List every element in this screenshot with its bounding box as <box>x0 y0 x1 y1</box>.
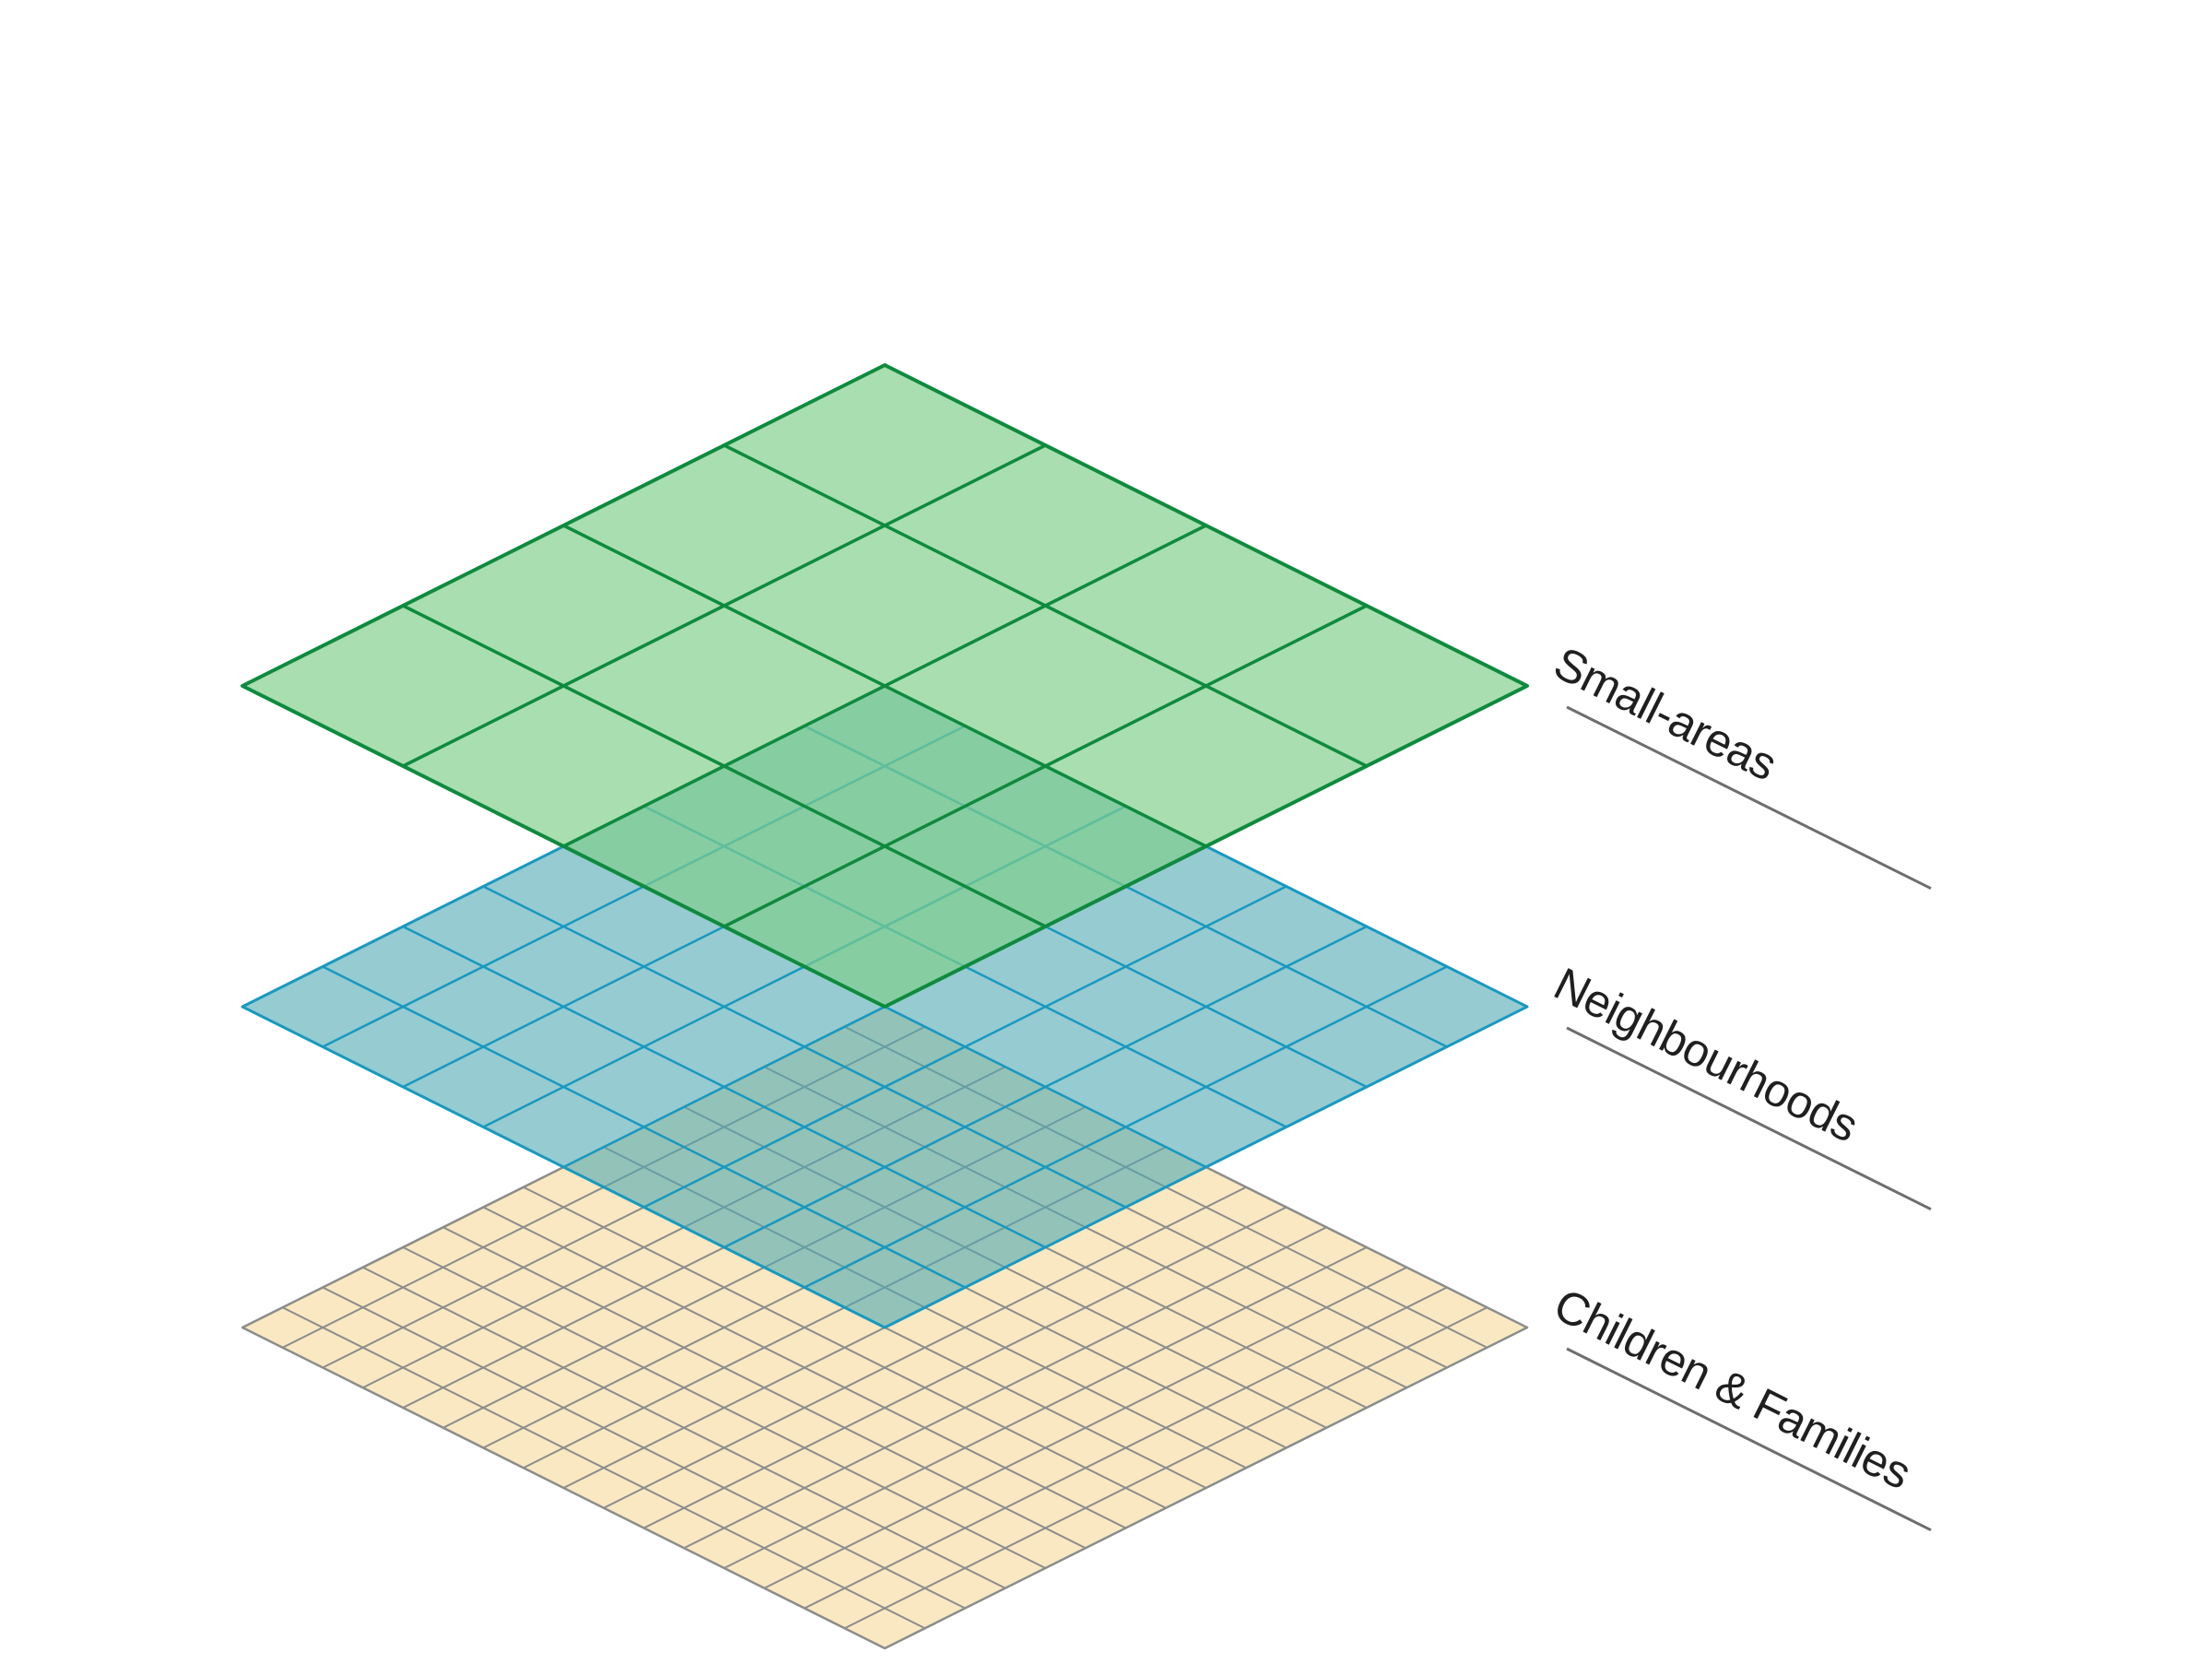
neighbourhoods-leader-line <box>1566 1026 1932 1211</box>
small-areas-grid-line <box>562 524 1207 848</box>
children-families-grid-line <box>804 1286 1448 1610</box>
small-areas-grid-line <box>723 443 1368 768</box>
neighbourhoods-grid-line <box>643 885 1288 1209</box>
children-families-grid-line <box>763 1266 1407 1589</box>
small-areas-grid-line <box>723 604 1368 928</box>
children-families-leader-line <box>1566 1347 1932 1532</box>
children-families-grid-line <box>724 1246 1368 1569</box>
grid-planes <box>241 363 1529 1650</box>
children-families-grid-line <box>603 1186 1247 1509</box>
neighbourhoods-grid-line <box>804 965 1448 1289</box>
small-areas-leader-line <box>1566 705 1932 891</box>
children-families-grid-line <box>843 1306 1488 1630</box>
small-areas-plane <box>241 363 1529 1009</box>
children-families-grid-line <box>643 1206 1288 1529</box>
children-families-grid-line <box>683 1226 1327 1550</box>
neighbourhoods-grid-line <box>724 925 1368 1249</box>
leader-lines <box>1566 705 1932 1532</box>
